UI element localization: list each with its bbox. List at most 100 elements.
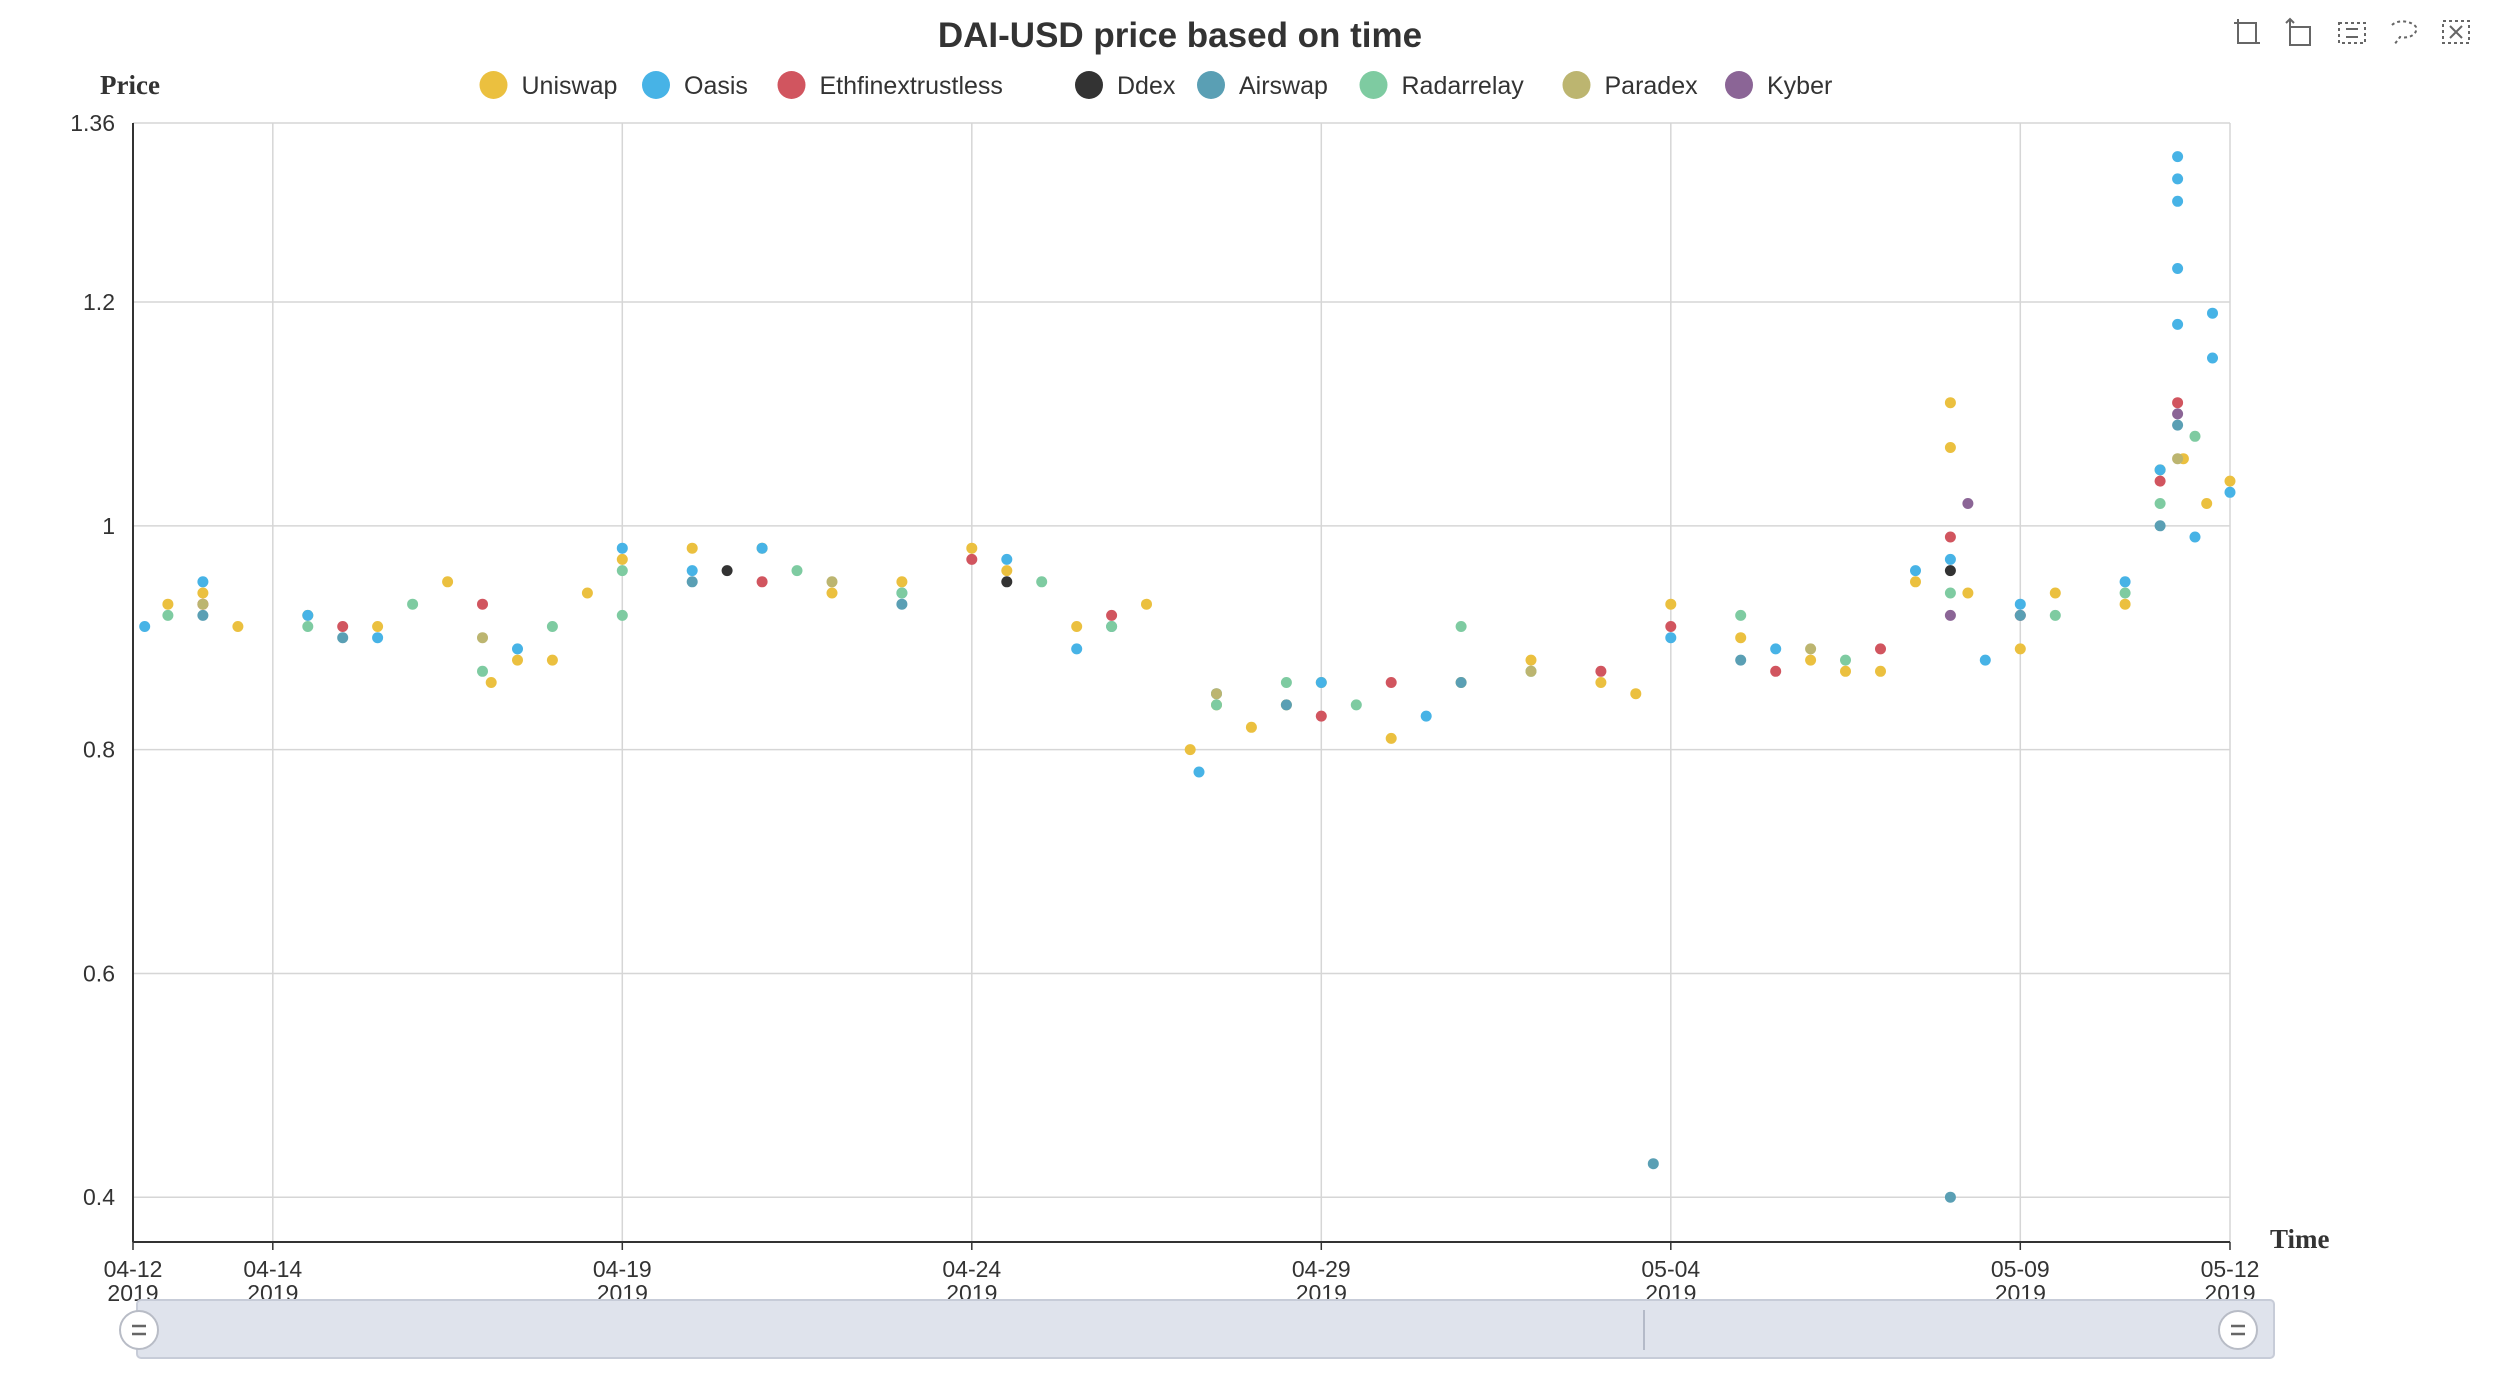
data-point xyxy=(477,665,488,677)
data-point xyxy=(2224,475,2236,487)
clear-select-icon[interactable] xyxy=(2442,20,2470,44)
y-tick-label: 0.4 xyxy=(83,1184,115,1210)
data-point xyxy=(1735,632,1747,644)
data-point xyxy=(1280,699,1292,711)
legend-item[interactable]: Kyber xyxy=(1725,71,1832,100)
data-point xyxy=(197,576,209,588)
slider-track xyxy=(136,1299,2275,1359)
data-point xyxy=(896,598,908,610)
data-point xyxy=(1455,621,1467,632)
legend-label: Ethfinextrustless xyxy=(820,72,1003,100)
data-point xyxy=(232,621,244,632)
legend-marker xyxy=(1562,71,1591,99)
data-point xyxy=(1211,699,1222,711)
handle-grip-icon xyxy=(132,1324,146,1336)
zoom-back-icon[interactable] xyxy=(2285,17,2311,46)
data-point xyxy=(1001,553,1013,565)
data-point xyxy=(197,609,209,621)
data-point xyxy=(2154,498,2166,509)
legend-marker xyxy=(1075,71,1103,99)
data-point xyxy=(407,598,419,610)
data-point xyxy=(2207,352,2218,364)
legend-item[interactable]: Ethfinextrustless xyxy=(777,71,1003,100)
data-point xyxy=(616,609,628,621)
data-point xyxy=(485,677,497,688)
data-point xyxy=(337,621,349,632)
legend-label: Ddex xyxy=(1117,72,1176,100)
y-axis-title: Price xyxy=(100,70,160,100)
legend-marker xyxy=(479,71,508,99)
data-point xyxy=(616,553,628,565)
data-point xyxy=(197,587,209,599)
lasso-select-icon[interactable] xyxy=(2391,20,2418,46)
legend-item[interactable]: Oasis xyxy=(642,71,748,100)
data-zoom-slider[interactable] xyxy=(119,1299,2275,1359)
data-point xyxy=(337,632,349,644)
data-point xyxy=(2172,397,2184,409)
data-point xyxy=(1665,632,1677,644)
zoom-select-icon[interactable] xyxy=(2234,19,2260,44)
data-point xyxy=(1944,587,1956,599)
data-point xyxy=(686,565,698,577)
data-point xyxy=(2172,318,2184,330)
data-point xyxy=(1735,609,1747,621)
legend-item[interactable]: Uniswap xyxy=(479,71,618,100)
data-point xyxy=(512,643,523,655)
legend-label: Radarrelay xyxy=(1402,72,1525,100)
y-tick-label: 0.6 xyxy=(83,960,115,986)
legend-item[interactable]: Paradex xyxy=(1562,71,1699,100)
data-point xyxy=(966,542,978,554)
legend-label: Airswap xyxy=(1239,72,1328,100)
y-tick-label: 1 xyxy=(102,513,115,539)
slider-left-handle[interactable] xyxy=(119,1310,159,1350)
legend-marker xyxy=(1725,71,1753,99)
data-point xyxy=(1001,576,1013,588)
data-point xyxy=(546,654,558,666)
data-point xyxy=(2189,531,2201,543)
legend-item[interactable]: Radarrelay xyxy=(1359,71,1525,100)
data-point xyxy=(2172,419,2184,431)
data-point xyxy=(1525,665,1537,677)
legend-item[interactable]: Airswap xyxy=(1197,71,1328,100)
data-point xyxy=(1193,766,1205,778)
rect-select-icon[interactable] xyxy=(2338,22,2366,44)
x-tick-label: 04-19 xyxy=(593,1256,652,1282)
data-point xyxy=(1910,576,1921,588)
data-point xyxy=(1071,621,1083,632)
data-point xyxy=(791,565,803,577)
legend: Uniswap Oasis Ethfinextrustless Ddex Airswap… xyxy=(479,71,1832,100)
data-point xyxy=(1071,643,1083,655)
data-point xyxy=(1036,576,1048,588)
data-point xyxy=(1184,744,1196,756)
data-point xyxy=(162,598,174,610)
legend-marker xyxy=(1197,71,1225,99)
x-tick-label: 05-09 xyxy=(1991,1256,2050,1282)
x-tick-label: 04-12 xyxy=(104,1256,163,1282)
slider-right-handle[interactable] xyxy=(2218,1310,2258,1350)
legend-label: Oasis xyxy=(684,72,748,100)
grid xyxy=(132,122,2231,1242)
data-point xyxy=(1665,598,1677,610)
y-tick-label: 1.36 xyxy=(70,110,115,136)
data-point xyxy=(1141,598,1152,610)
data-point xyxy=(1962,498,1974,509)
x-tick-label: 04-14 xyxy=(243,1256,302,1282)
data-point xyxy=(512,654,523,666)
axes: 1.361.210.80.60.404-12201904-14201904-19… xyxy=(70,110,2259,1306)
handle-knob xyxy=(119,1310,159,1350)
data-point xyxy=(2014,598,2026,610)
data-point xyxy=(1001,565,1013,577)
data-point xyxy=(2154,475,2166,487)
data-point xyxy=(477,598,488,610)
data-point xyxy=(1962,587,1974,599)
data-point xyxy=(1944,397,1956,409)
data-point xyxy=(1805,643,1817,655)
data-point xyxy=(896,576,908,588)
legend-item[interactable]: Ddex xyxy=(1075,71,1176,100)
data-point xyxy=(1770,665,1782,677)
data-point xyxy=(2049,609,2061,621)
data-point xyxy=(162,609,174,621)
legend-marker xyxy=(1359,71,1388,99)
x-axis-title: Time xyxy=(2270,1224,2330,1254)
